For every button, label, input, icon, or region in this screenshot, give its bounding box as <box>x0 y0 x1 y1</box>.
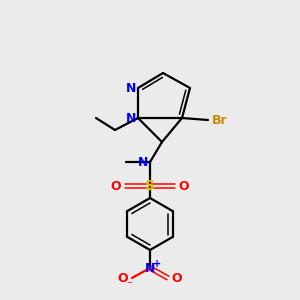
Text: N: N <box>126 82 136 94</box>
Text: +: + <box>153 259 161 269</box>
Text: O: O <box>172 272 182 286</box>
Text: S: S <box>145 179 155 193</box>
Text: O: O <box>118 272 128 286</box>
Text: ⁻: ⁻ <box>126 280 132 290</box>
Text: N: N <box>145 262 155 275</box>
Text: O: O <box>179 179 189 193</box>
Text: O: O <box>111 179 121 193</box>
Text: N: N <box>126 112 136 124</box>
Text: N: N <box>138 155 148 169</box>
Text: Br: Br <box>212 113 228 127</box>
